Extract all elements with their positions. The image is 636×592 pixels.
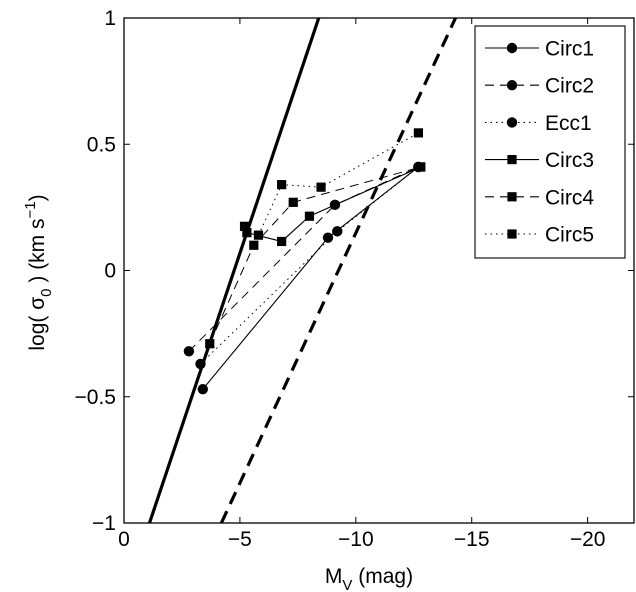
y-axis-label-mid: ) (km s <box>26 218 49 288</box>
legend-marker-circ3 <box>507 155 517 165</box>
legend-marker-circ5 <box>507 229 517 239</box>
legend-marker-circ2 <box>506 80 518 91</box>
x-tick-label: −20 <box>570 528 606 551</box>
data-point-circ4 <box>416 162 426 172</box>
tick-labels: 0 −5 −10 −15 −20 1 0.5 0 −0.5 −1 <box>75 7 606 551</box>
y-tick-label: −0.5 <box>75 386 116 409</box>
data-point-circ1 <box>322 232 334 243</box>
y-axis-label: log( σ0 ) (km s−1) <box>22 194 55 350</box>
data-point-circ5 <box>239 221 250 231</box>
x-tick-label: −15 <box>454 528 490 551</box>
legend-marker-circ1 <box>506 42 518 54</box>
data-point-circ2 <box>183 346 195 357</box>
legend-label-circ5: Circ5 <box>545 224 594 247</box>
x-tick-label: 0 <box>118 528 130 551</box>
data-point-circ5 <box>253 230 264 240</box>
y-tick-label: −1 <box>92 512 116 535</box>
x-tick-label: −10 <box>338 528 374 551</box>
legend-label-circ4: Circ4 <box>545 186 594 209</box>
data-point-circ5 <box>277 180 287 190</box>
data-point-circ1 <box>197 383 209 395</box>
x-tick-label: −5 <box>228 528 252 551</box>
series-line-circ5 <box>244 132 419 236</box>
x-axis-label-rest: (mag) <box>352 565 413 588</box>
data-point-circ4 <box>205 339 215 349</box>
data-point-circ3 <box>304 211 315 221</box>
series-line-circ3 <box>246 166 421 243</box>
axis-ticks <box>123 17 634 524</box>
data-point-circ3 <box>242 228 252 238</box>
y-axis-label-post: ) <box>26 194 49 201</box>
reference-line-dashed <box>219 18 457 523</box>
legend: Circ1 Circ2 Ecc1 Circ3 Circ4 Circ5 <box>474 25 626 259</box>
y-axis-label-sup: −1 <box>22 201 39 218</box>
y-axis-label-sub: 0 <box>38 288 55 296</box>
series-line-ecc1 <box>200 166 419 365</box>
legend-label-circ1: Circ1 <box>545 38 594 61</box>
series-line-circ2 <box>188 166 419 352</box>
data-point-circ5 <box>316 182 326 192</box>
data-point-circ5 <box>413 128 424 138</box>
reference-line-solid <box>147 18 321 523</box>
x-axis-label-sub: V <box>342 577 352 592</box>
y-tick-label: 0 <box>104 260 116 283</box>
data-point-circ3 <box>277 236 287 247</box>
x-axis-label: MV (mag) <box>325 565 413 592</box>
series-markers <box>183 128 426 395</box>
series-line-circ1 <box>202 166 419 390</box>
data-point-ecc1 <box>195 358 206 370</box>
legend-marker-ecc1 <box>506 117 518 128</box>
x-axis-label-main: M <box>325 565 343 588</box>
y-tick-label: 1 <box>104 7 116 30</box>
y-tick-label: 0.5 <box>87 133 116 156</box>
legend-box <box>474 25 626 259</box>
legend-label-ecc1: Ecc1 <box>545 112 592 135</box>
series-line-circ4 <box>209 166 421 344</box>
legend-label-circ3: Circ3 <box>545 149 594 172</box>
data-point-circ2 <box>329 199 341 211</box>
data-point-ecc1 <box>332 226 343 237</box>
reference-lines <box>147 18 457 523</box>
y-axis-label-pre: log( σ <box>26 297 49 351</box>
legend-label-circ2: Circ2 <box>545 75 594 98</box>
legend-marker-circ4 <box>507 192 517 202</box>
data-point-circ4 <box>288 197 298 207</box>
data-point-circ4 <box>249 240 259 250</box>
